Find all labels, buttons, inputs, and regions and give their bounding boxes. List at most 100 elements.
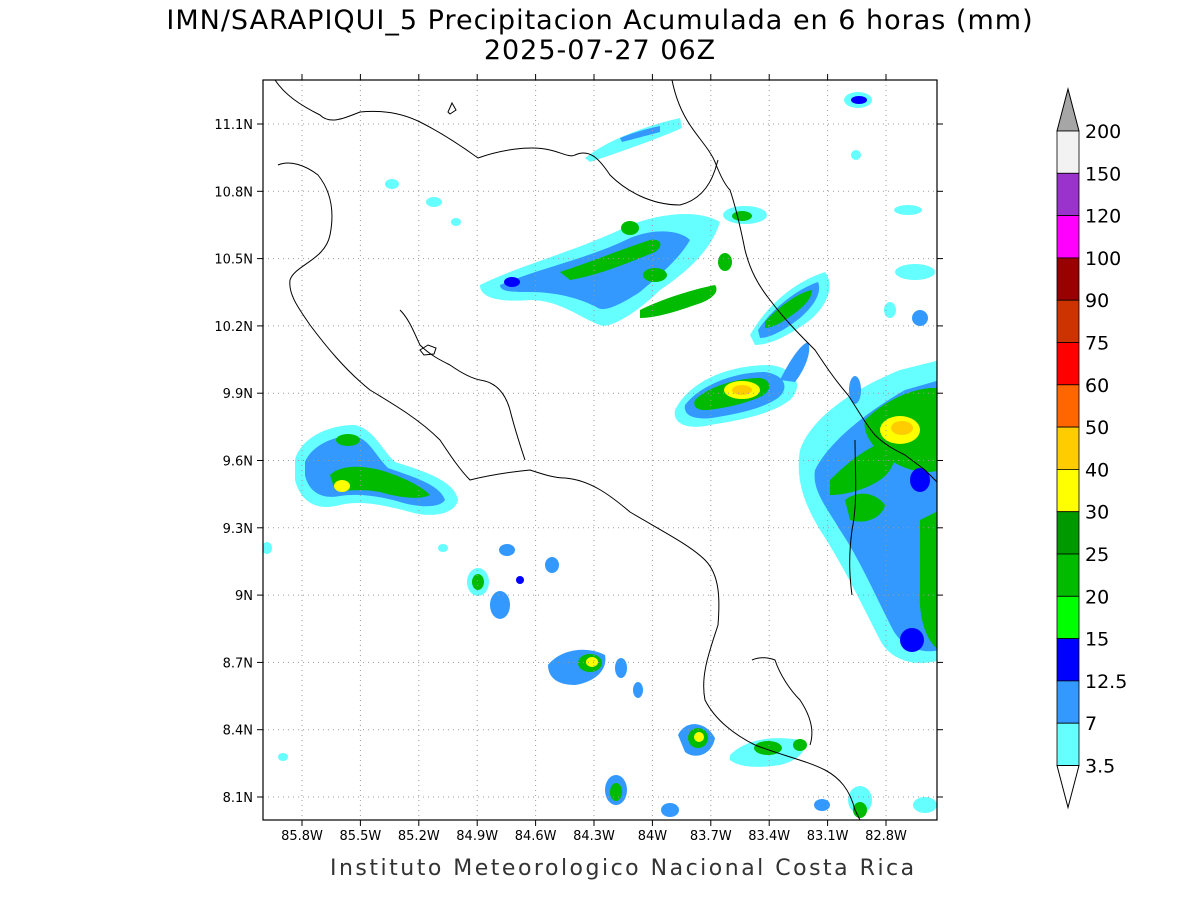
colorbar-label: 12.5: [1085, 671, 1127, 693]
colorbar-swatch: [1056, 130, 1080, 174]
rain-area: [451, 218, 461, 226]
rain-area: [620, 126, 660, 142]
rain-area: [640, 285, 717, 318]
rain-area: [851, 96, 867, 104]
pacific-coast: [277, 162, 861, 820]
colorbar-swatch: [1056, 511, 1080, 555]
colorbar-label: 100: [1085, 248, 1121, 270]
colorbar-swatch: [1056, 257, 1080, 301]
rain-area: [849, 376, 861, 404]
rain-area: [754, 741, 782, 755]
colorbar-label: 50: [1085, 417, 1109, 439]
colorbar-label: 150: [1085, 163, 1121, 185]
rain-area: [263, 542, 272, 554]
colorbar-swatch: [1056, 384, 1080, 428]
colorbar-label: 60: [1085, 375, 1109, 397]
lon-tick-label: 84.3W: [573, 829, 615, 844]
rain-area: [330, 466, 430, 498]
rain-area: [336, 434, 360, 446]
island-nicoya: [419, 344, 437, 356]
rain-area: [633, 682, 643, 698]
lat-tick-label: 8.7N: [223, 656, 253, 671]
color-legend: 200 150 120 100 90 75 60 50 40 30 25 20 15 12.5 7 3.5: [1056, 87, 1127, 810]
lon-tick-label: 85.2W: [398, 829, 440, 844]
lat-tick-label: 10.2N: [214, 320, 253, 335]
rain-area: [516, 576, 524, 584]
rain-area: [585, 118, 682, 162]
rain-area: [814, 799, 830, 811]
colorbar-swatch: [1056, 638, 1080, 682]
rain-area: [610, 783, 622, 801]
map-title: IMN/SARAPIQUI_5 Precipitacion Acumulada …: [166, 5, 1034, 36]
rain-area: [793, 739, 807, 751]
colorbar-swatch: [1056, 426, 1080, 470]
lon-tick-label: 84W: [638, 829, 668, 844]
rain-area: [919, 511, 937, 649]
lat-tick-label: 9.9N: [223, 387, 253, 402]
rain-area: [694, 732, 704, 742]
rain-area: [621, 221, 639, 235]
colorbar-label: 75: [1085, 333, 1109, 355]
lon-tick-label: 85.8W: [281, 829, 323, 844]
colorbar-label: 20: [1085, 586, 1109, 608]
lat-tick-label: 9.3N: [223, 522, 253, 537]
rain-area: [334, 480, 350, 492]
colorbar-swatch: [1056, 215, 1080, 259]
rain-area: [586, 657, 598, 667]
colorbar-swatch: [1056, 299, 1080, 343]
island-north: [447, 101, 457, 115]
rain-area: [472, 574, 484, 590]
colorbar-label: 120: [1085, 206, 1121, 228]
lon-tick-label: 84.9W: [456, 829, 498, 844]
rain-area: [851, 150, 861, 160]
nicoya-gulf: [399, 309, 526, 461]
coastline-layer: [274, 80, 937, 820]
rain-area: [732, 211, 752, 221]
rain-area: [910, 468, 930, 492]
colorbar-under-arrow: [1056, 765, 1080, 810]
colorbar-swatch: [1056, 680, 1080, 724]
precipitation-layer: [263, 92, 937, 818]
rain-area: [426, 197, 442, 207]
lat-tick-label: 9N: [235, 589, 253, 604]
rain-area: [732, 385, 752, 395]
rain-area: [780, 342, 810, 382]
lon-tick-label: 83.1W: [807, 829, 849, 844]
panama-border: [849, 439, 857, 596]
lon-tick-label: 83.7W: [690, 829, 732, 844]
colorbar-swatch: [1056, 722, 1080, 766]
lon-tick-label: 85.5W: [339, 829, 381, 844]
rain-area: [278, 753, 288, 761]
colorbar-label: 200: [1085, 121, 1121, 143]
colorbar-over-arrow: [1056, 87, 1080, 132]
colorbar-swatch: [1056, 553, 1080, 597]
map-grid: [263, 80, 937, 820]
nicaragua-border: [274, 80, 719, 206]
rain-area: [504, 277, 520, 287]
rain-area: [900, 628, 924, 652]
rain-area: [438, 544, 448, 552]
institution-footer: Instituto Meteorologico Nacional Costa R…: [330, 856, 917, 881]
osa-peninsula: [751, 657, 813, 746]
colorbar-label: 7: [1085, 713, 1097, 735]
latitude-axis: 11.1N 10.8N 10.5N 10.2N 9.9N 9.6N 9.3N 9N 8.7N 8.…: [214, 118, 943, 806]
lat-tick-label: 9.6N: [223, 455, 253, 470]
plot-frame: [262, 79, 938, 821]
colorbar-label: 3.5: [1085, 756, 1115, 778]
lon-tick-label: 83.4W: [748, 829, 790, 844]
lon-tick-label: 84.6W: [515, 829, 557, 844]
longitude-axis: 85.8W 85.5W 85.2W 84.9W 84.6W 84.3W 84W 83.7W 83…: [281, 74, 907, 844]
lat-tick-label: 11.1N: [214, 118, 253, 133]
colorbar-label: 30: [1085, 502, 1109, 524]
colorbar-label: 90: [1085, 290, 1109, 312]
rain-area: [385, 179, 399, 189]
rain-area: [661, 803, 679, 817]
rain-area: [895, 264, 935, 280]
lat-tick-label: 8.1N: [223, 791, 253, 806]
rain-area: [912, 310, 928, 326]
lat-tick-label: 10.5N: [214, 253, 253, 268]
colorbar-label: 40: [1085, 459, 1109, 481]
map-date: 2025-07-27 06Z: [483, 35, 717, 66]
lat-tick-label: 10.8N: [214, 185, 253, 200]
